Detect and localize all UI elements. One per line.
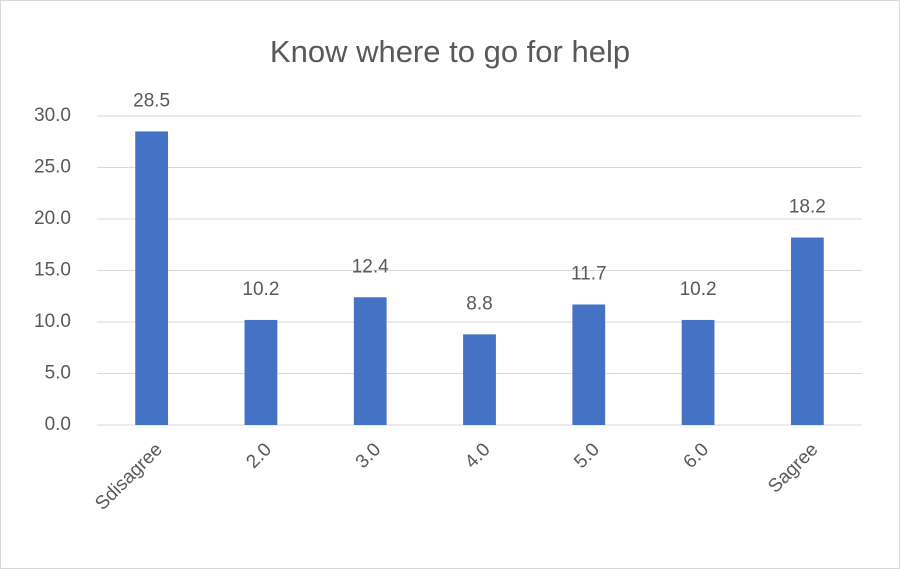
y-tick-label: 25.0 xyxy=(34,157,71,178)
y-tick-label: 30.0 xyxy=(34,105,71,126)
data-label: 8.8 xyxy=(466,293,492,314)
data-label: 11.7 xyxy=(571,264,607,285)
chart-title: Know where to go for help xyxy=(270,34,630,69)
bar xyxy=(572,304,606,425)
y-tick-label: 5.0 xyxy=(45,363,71,384)
bar xyxy=(681,319,715,425)
data-label: 10.2 xyxy=(680,279,717,300)
data-label: 12.4 xyxy=(352,256,389,277)
y-tick-label: 0.0 xyxy=(45,414,71,435)
bar xyxy=(244,319,278,425)
bar xyxy=(463,334,496,425)
data-label: 18.2 xyxy=(789,197,826,218)
bar xyxy=(790,237,824,425)
bar xyxy=(135,131,169,425)
data-label: 28.5 xyxy=(133,90,170,111)
data-label: 10.2 xyxy=(242,279,279,300)
y-tick-label: 15.0 xyxy=(34,260,71,281)
y-tick-label: 10.0 xyxy=(34,311,71,332)
y-tick-label: 20.0 xyxy=(34,208,71,229)
bar xyxy=(353,297,387,425)
